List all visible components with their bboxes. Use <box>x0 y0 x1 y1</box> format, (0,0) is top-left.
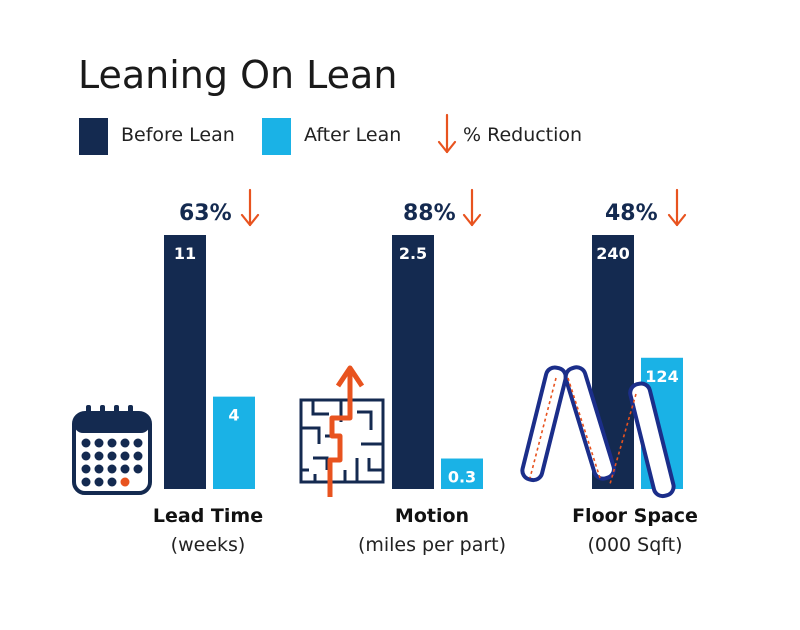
category-name: Floor Space <box>572 505 698 527</box>
folding-ruler-icon <box>520 365 676 499</box>
reduction-arrow-icon <box>240 188 260 227</box>
reduction-label: 63% <box>179 201 232 226</box>
bar-group: 11 4 63% Lead Time (weeks) <box>153 188 263 556</box>
reduction-arrow-icon <box>437 113 457 154</box>
legend-swatch-before <box>79 118 108 155</box>
bar-label-after: 4 <box>228 406 239 425</box>
bar-label-after: 124 <box>645 367 678 386</box>
reduction-arrow-icon <box>667 188 687 227</box>
bar-groups: 11 4 63% Lead Time (weeks) 2.5 0.3 88% Motion (mi… <box>153 188 698 556</box>
bar-label-before: 240 <box>596 244 629 263</box>
folding-ruler-marks <box>529 377 637 485</box>
legend-label-before: Before Lean <box>121 124 235 146</box>
bar-group: 2.5 0.3 88% Motion (miles per part) <box>358 188 506 556</box>
maze-path-arrow-icon <box>327 365 365 497</box>
legend-reduction-arrow-icon <box>437 113 457 154</box>
reduction-label: 88% <box>403 201 456 226</box>
chart-title: Leaning On Lean <box>78 53 397 97</box>
bar-before <box>392 235 434 489</box>
calendar-icon <box>72 405 152 495</box>
category-name: Lead Time <box>153 505 263 527</box>
reduction-label: 48% <box>605 201 658 226</box>
category-unit: (000 Sqft) <box>587 534 682 556</box>
legend: Before Lean After Lean % Reduction <box>79 113 582 155</box>
category-unit: (weeks) <box>171 534 246 556</box>
legend-swatch-after <box>262 118 291 155</box>
category-name: Motion <box>395 505 469 527</box>
legend-label-after: After Lean <box>304 124 401 146</box>
bar-label-before: 11 <box>174 244 196 263</box>
legend-label-reduction: % Reduction <box>463 124 582 146</box>
bar-group: 240 124 48% Floor Space (000 Sqft) <box>572 188 698 556</box>
bar-after <box>213 396 255 489</box>
reduction-arrow-icon <box>462 188 482 227</box>
bar-before <box>164 235 206 489</box>
bar-label-before: 2.5 <box>399 244 427 263</box>
bar-label-after: 0.3 <box>448 468 476 487</box>
category-unit: (miles per part) <box>358 534 506 556</box>
bar-after <box>441 458 483 489</box>
